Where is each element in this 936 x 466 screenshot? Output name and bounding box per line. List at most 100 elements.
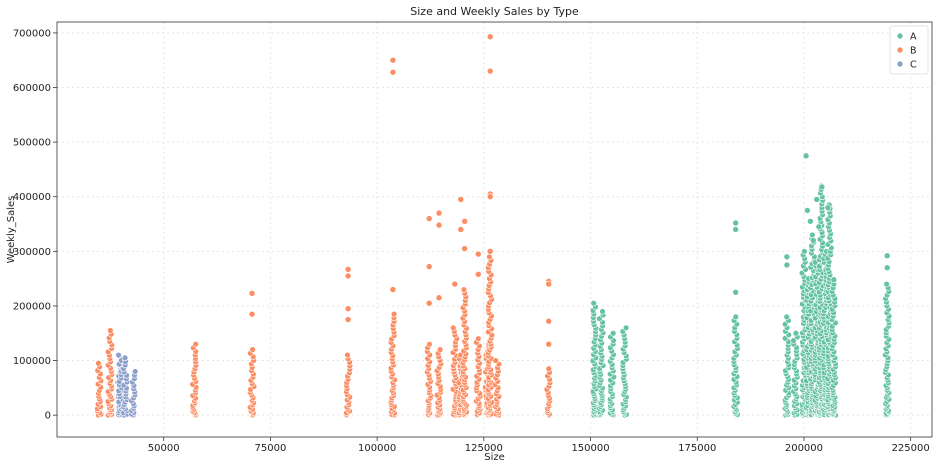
data-point xyxy=(486,33,494,41)
y-tick-label: 700000 xyxy=(13,28,51,39)
legend-marker xyxy=(896,46,904,54)
data-point xyxy=(425,263,433,270)
data-point xyxy=(801,248,808,255)
data-point xyxy=(545,280,553,288)
data-point xyxy=(486,248,494,255)
data-point xyxy=(783,253,791,261)
legend-marker xyxy=(896,32,904,40)
data-point xyxy=(783,313,790,321)
data-points xyxy=(94,33,893,419)
data-point xyxy=(344,351,351,359)
y-tick-label: 200000 xyxy=(13,301,51,312)
plot-area xyxy=(56,21,933,438)
data-point xyxy=(460,286,468,293)
data-point xyxy=(436,346,444,353)
data-point xyxy=(107,327,114,334)
data-point xyxy=(390,310,398,318)
data-point xyxy=(492,357,499,364)
y-tick-label: 300000 xyxy=(13,247,51,258)
data-point xyxy=(435,209,443,217)
y-tick-label: 100000 xyxy=(13,356,51,367)
data-point xyxy=(809,231,816,239)
data-point xyxy=(344,272,352,280)
chart-title: Size and Weekly Sales by Type xyxy=(410,5,579,18)
data-point xyxy=(249,346,256,353)
data-point xyxy=(545,365,553,372)
x-tick-label: 150000 xyxy=(571,443,609,454)
data-point xyxy=(475,335,482,342)
data-point xyxy=(435,294,443,302)
data-point xyxy=(457,196,465,203)
series-B xyxy=(94,33,554,419)
data-point xyxy=(95,360,102,367)
y-tick-label: 600000 xyxy=(13,83,51,94)
x-tick-label: 200000 xyxy=(785,443,823,454)
data-point xyxy=(732,226,739,233)
data-point xyxy=(425,215,433,222)
data-point xyxy=(451,280,459,288)
data-point xyxy=(609,330,617,337)
data-point xyxy=(389,68,397,76)
data-point xyxy=(590,300,597,307)
data-point xyxy=(435,221,443,229)
legend-label: B xyxy=(910,46,917,57)
data-point xyxy=(824,204,832,211)
data-point xyxy=(545,317,553,325)
data-point xyxy=(457,226,465,233)
data-point xyxy=(450,324,457,331)
data-point xyxy=(474,270,482,278)
data-point xyxy=(192,340,199,348)
data-point xyxy=(461,218,468,225)
data-point xyxy=(425,299,433,307)
data-point xyxy=(426,340,433,348)
x-tick-label: 50000 xyxy=(148,443,180,454)
legend: ABC xyxy=(889,25,929,75)
data-point xyxy=(248,290,256,297)
data-point xyxy=(622,324,630,331)
data-point xyxy=(783,261,791,269)
data-point xyxy=(792,330,800,337)
data-point xyxy=(486,253,493,261)
data-point xyxy=(461,245,468,252)
data-point xyxy=(344,316,352,323)
data-point xyxy=(810,237,817,244)
data-point xyxy=(344,305,352,312)
data-point xyxy=(732,313,739,321)
y-tick-label: 0 xyxy=(45,411,51,422)
data-point xyxy=(804,207,811,214)
series-A xyxy=(589,152,893,419)
data-point xyxy=(486,67,494,75)
data-point xyxy=(883,252,891,260)
data-point xyxy=(813,196,821,203)
data-point xyxy=(389,56,397,64)
data-point xyxy=(599,308,606,315)
data-point xyxy=(732,288,739,296)
legend-label: A xyxy=(910,32,917,43)
y-axis-label: Weekly_Sales xyxy=(6,196,17,264)
data-point xyxy=(830,276,838,284)
x-tick-label: 100000 xyxy=(358,443,396,454)
data-point xyxy=(883,264,891,272)
data-point xyxy=(818,183,826,191)
data-point xyxy=(115,351,122,359)
y-tick-label: 500000 xyxy=(13,138,51,149)
y-axis: 0 100000 200000 300000 400000 500000 600000 700… xyxy=(13,28,57,422)
legend-marker xyxy=(896,60,904,68)
x-tick-label: 175000 xyxy=(678,443,716,454)
data-point xyxy=(486,193,494,201)
data-point xyxy=(545,340,553,348)
data-point xyxy=(344,266,352,273)
data-point xyxy=(389,286,397,293)
legend-label: C xyxy=(910,60,917,71)
data-point xyxy=(732,219,739,227)
x-tick-label: 125000 xyxy=(465,443,503,454)
data-point xyxy=(121,354,129,362)
data-point xyxy=(807,218,814,225)
x-tick-label: 75000 xyxy=(255,443,287,454)
legend-box xyxy=(889,25,929,75)
x-axis: 50000 75000 100000 125000 150000 175000 200000… xyxy=(148,437,930,454)
data-point xyxy=(474,250,482,258)
x-axis-label: Size xyxy=(484,452,505,462)
